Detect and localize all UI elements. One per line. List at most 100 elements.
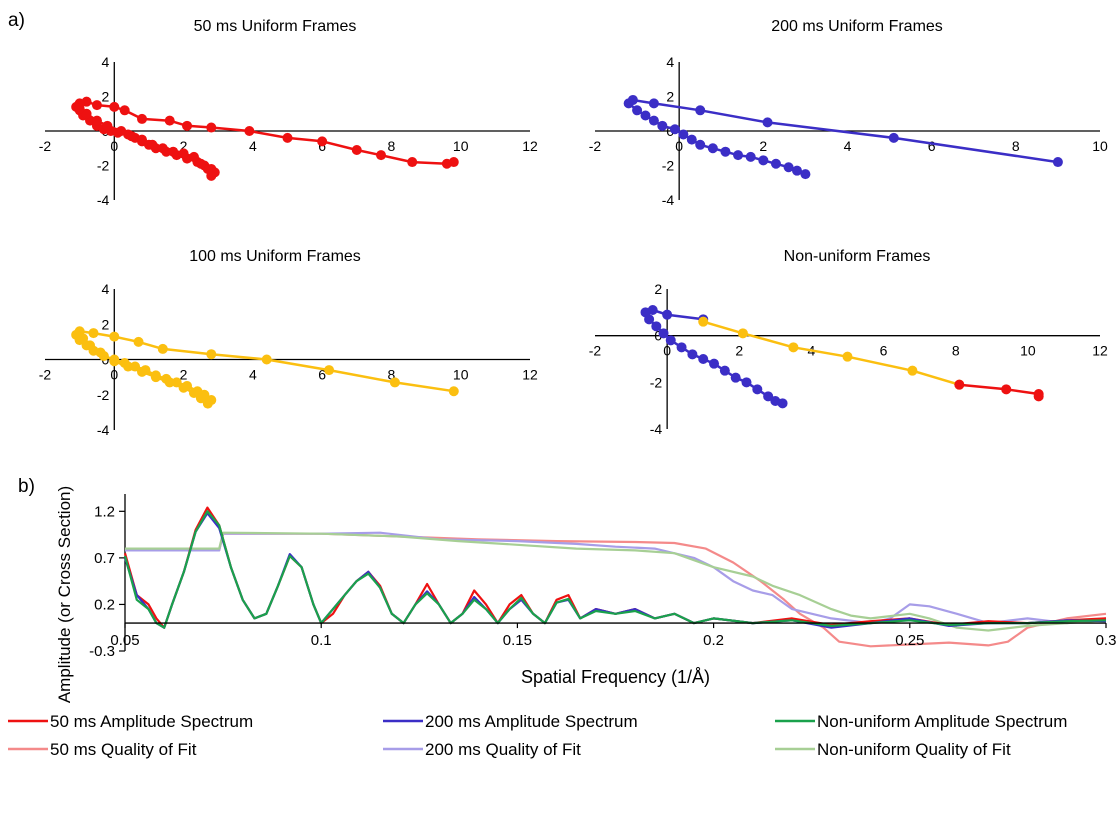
data-point — [695, 105, 706, 116]
data-point — [651, 321, 662, 332]
x-tick-label: 0.2 — [703, 632, 724, 649]
data-point — [195, 158, 206, 169]
y-tick-label: 0 — [654, 328, 662, 344]
x-tick-label: -2 — [589, 343, 602, 359]
x-tick-label: 10 — [453, 138, 469, 154]
y-tick-label: 1.2 — [94, 503, 115, 520]
y-tick-label: -2 — [97, 387, 110, 403]
data-point — [1033, 391, 1044, 402]
data-point — [123, 361, 134, 372]
data-point — [188, 387, 199, 398]
series-line — [123, 512, 1107, 629]
x-tick-label: 2 — [180, 367, 188, 383]
x-tick-label: 10 — [453, 367, 469, 383]
x-tick-label: 2 — [180, 138, 188, 154]
data-point — [157, 343, 168, 354]
data-point — [687, 349, 698, 360]
data-point — [648, 115, 659, 126]
data-point — [130, 361, 141, 372]
chart-title: Non-uniform Frames — [784, 248, 931, 265]
y-tick-label: -2 — [662, 158, 675, 174]
x-tick-label: 0 — [110, 138, 118, 154]
data-point — [109, 101, 120, 112]
y-tick-label: 2 — [101, 316, 109, 332]
data-point — [907, 365, 918, 376]
data-point — [126, 131, 137, 142]
series-line — [123, 506, 1107, 629]
data-point — [762, 117, 773, 128]
data-point — [648, 98, 659, 109]
data-point — [244, 126, 255, 136]
y-tick-label: 4 — [101, 281, 109, 297]
y-tick-label: 4 — [666, 54, 674, 70]
data-point — [644, 314, 655, 325]
data-point — [137, 113, 147, 124]
data-point — [792, 165, 802, 176]
data-point — [102, 120, 113, 131]
legend-label: 200 ms Quality of Fit — [425, 740, 581, 759]
data-point — [800, 169, 811, 180]
data-point — [719, 365, 730, 376]
series-line — [959, 383, 1040, 397]
y-tick-label: -0.3 — [89, 643, 115, 660]
x-tick-label: 12 — [1092, 343, 1108, 359]
data-point — [78, 333, 89, 344]
y-tick-label: -2 — [97, 158, 110, 174]
series-line — [702, 320, 960, 386]
data-point — [137, 134, 147, 145]
data-point — [178, 148, 189, 159]
x-tick-label: 8 — [388, 367, 396, 383]
data-point — [788, 342, 799, 353]
data-point — [665, 335, 676, 346]
legend: 50 ms Amplitude Spectrum 200 ms Amplitude… — [8, 712, 1067, 759]
legend-label: Non-uniform Quality of Fit — [817, 740, 1011, 759]
x-tick-label: 2 — [735, 343, 743, 359]
legend-label: 50 ms Quality of Fit — [50, 740, 197, 759]
data-point — [119, 105, 130, 116]
data-point — [632, 105, 643, 116]
charts-layer: 50 ms Uniform Frames-2024681012-4-202420… — [39, 18, 1117, 703]
data-point — [741, 377, 752, 388]
y-tick-label: 0.7 — [94, 550, 115, 567]
data-point — [640, 110, 651, 121]
data-point — [188, 151, 199, 162]
x-tick-label: 4 — [249, 367, 257, 383]
x-tick-label: 0.15 — [503, 632, 532, 649]
x-tick-label: -2 — [39, 367, 52, 383]
y-axis-label: Amplitude (or Cross Section) — [55, 486, 74, 703]
data-point — [954, 379, 965, 390]
data-point — [91, 100, 102, 111]
legend-item: 50 ms Amplitude Spectrum — [8, 712, 253, 731]
data-point — [206, 122, 217, 133]
data-point — [95, 347, 106, 358]
data-point — [171, 377, 182, 388]
x-tick-label: -2 — [589, 138, 602, 154]
data-point — [770, 158, 781, 169]
series-line — [125, 531, 1107, 625]
data-point — [745, 151, 756, 162]
data-point — [657, 120, 668, 131]
data-point — [133, 336, 144, 347]
data-point — [324, 365, 335, 376]
x-tick-label: 0.1 — [311, 632, 332, 649]
legend-label: 50 ms Amplitude Spectrum — [50, 712, 253, 731]
x-tick-label: 0.25 — [895, 632, 924, 649]
data-point — [74, 103, 85, 114]
data-point — [686, 134, 697, 145]
data-point — [888, 132, 899, 143]
x-tick-label: 2 — [759, 138, 767, 154]
data-point — [88, 328, 99, 339]
x-tick-label: 12 — [522, 367, 538, 383]
data-point — [178, 382, 189, 393]
data-point — [758, 155, 769, 166]
y-tick-label: -2 — [650, 374, 663, 390]
x-tick-label: -2 — [39, 138, 52, 154]
data-point — [842, 351, 853, 362]
legend-label: 200 ms Amplitude Spectrum — [425, 712, 638, 731]
y-tick-label: 0.2 — [94, 596, 115, 613]
y-tick-label: 4 — [101, 54, 109, 70]
chart-title: 100 ms Uniform Frames — [189, 248, 361, 265]
